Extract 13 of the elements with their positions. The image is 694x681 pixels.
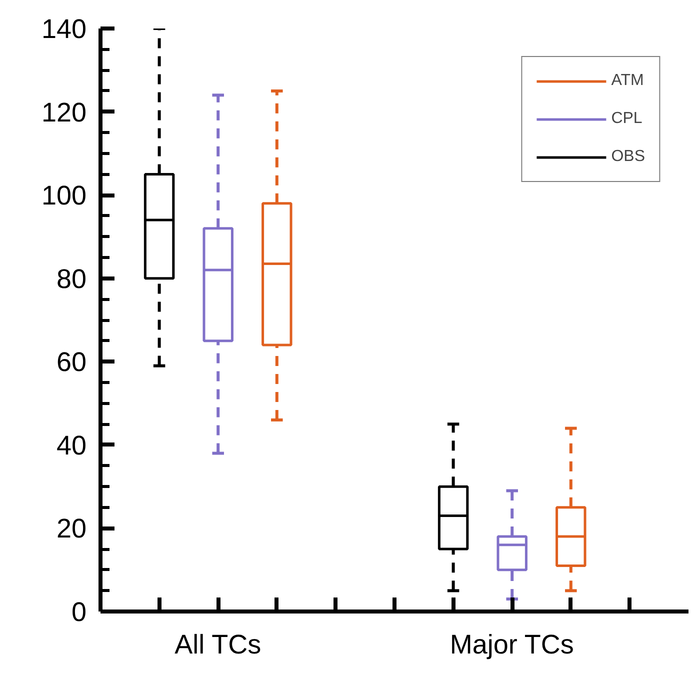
y-tick-label: 20	[56, 514, 87, 544]
x-tick-label: All TCs	[174, 630, 262, 660]
legend-label: ATM	[611, 72, 644, 90]
legend-label: CPL	[611, 110, 642, 128]
y-tick-label: 0	[71, 597, 87, 627]
x-tick-label: Major TCs	[450, 630, 574, 660]
y-tick-label: 40	[56, 430, 87, 460]
y-tick-label: 140	[41, 14, 87, 44]
y-tick-label: 80	[56, 264, 87, 294]
y-tick-label: 100	[41, 180, 87, 211]
legend-label: OBS	[611, 148, 645, 166]
y-tick-label: 120	[41, 97, 87, 128]
y-tick-label: 60	[56, 347, 87, 378]
